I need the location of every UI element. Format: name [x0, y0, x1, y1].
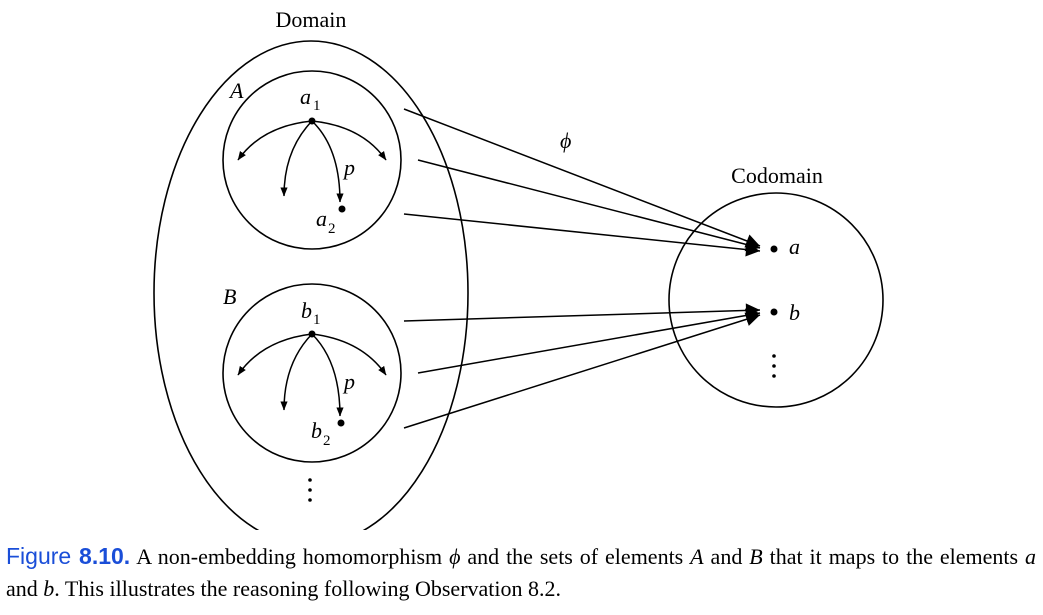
figure-caption: Figure 8.10. A non-embedding homomorphism…	[6, 540, 1036, 605]
codomain-label: Codomain	[731, 163, 823, 188]
element-a2-label: a 2	[316, 206, 336, 237]
svg-text:a: a	[300, 84, 311, 109]
edge-b1-down	[280, 333, 313, 411]
set-a-label: A	[228, 78, 244, 103]
caption-text-6: . This illustrates the reasoning followi…	[54, 576, 562, 601]
set-b-label: B	[223, 284, 236, 309]
svg-text:a: a	[316, 206, 327, 231]
svg-text:1: 1	[313, 312, 321, 328]
svg-text:1: 1	[313, 98, 321, 114]
caption-text-4: that it maps to the elements	[762, 544, 1026, 569]
edge-a1-p	[311, 120, 344, 203]
element-a-label: a	[789, 234, 800, 259]
caption-text-2: and the sets of elements	[460, 544, 691, 569]
edge-a1-down	[280, 120, 313, 197]
element-b-dot	[770, 308, 778, 316]
p-label-top: p	[342, 155, 355, 180]
caption-text-3: and	[703, 544, 750, 569]
caption-figure-number: 8.10.	[79, 543, 131, 569]
homomorphism-diagram: Domain A a 1 p a 2 B b 1 p b 2 Codomain …	[153, 7, 884, 530]
map-arrow-b-1	[403, 303, 761, 322]
svg-text:2: 2	[323, 433, 331, 449]
svg-text:b: b	[301, 298, 312, 323]
element-a2-dot	[338, 205, 346, 213]
element-b-label: b	[789, 300, 800, 325]
caption-figure-label: Figure 8.10.	[6, 543, 130, 569]
map-arrow-a-3	[403, 213, 761, 257]
map-arrow-b-2	[417, 308, 761, 374]
element-b2-label: b 2	[311, 418, 331, 449]
caption-elem-a: a	[1025, 544, 1037, 569]
edge-b1-right	[311, 333, 387, 376]
domain-vdots	[308, 478, 312, 502]
caption-text-1: A non-embedding homomorphism	[136, 544, 450, 569]
element-a-dot	[770, 245, 778, 253]
phi-label: ϕ	[560, 128, 571, 153]
element-a1-label: a 1	[300, 84, 321, 114]
svg-text:2: 2	[328, 221, 336, 237]
domain-ellipse	[153, 40, 469, 530]
svg-text:b: b	[311, 418, 322, 443]
map-arrow-a-2	[417, 159, 761, 252]
codomain-vdots	[772, 354, 776, 378]
caption-figure-word: Figure	[6, 543, 72, 569]
caption-text-5: and	[6, 576, 44, 601]
caption-set-b: B	[749, 544, 763, 569]
edge-a1-left	[237, 120, 313, 161]
map-arrow-a-1	[403, 108, 761, 248]
edge-b1-p	[311, 333, 344, 417]
caption-phi: ϕ	[449, 544, 461, 569]
element-b2-dot	[337, 419, 345, 427]
caption-elem-b: b	[43, 576, 55, 601]
edge-a1-right	[311, 120, 387, 161]
element-b1-label: b 1	[301, 298, 321, 328]
edge-b1-left	[237, 333, 313, 376]
set-a-circle	[222, 70, 402, 250]
p-label-bottom: p	[342, 369, 355, 394]
caption-set-a: A	[690, 544, 704, 569]
codomain-circle	[668, 192, 884, 408]
domain-label: Domain	[276, 7, 347, 32]
map-arrow-b-3	[403, 312, 761, 429]
set-b-circle	[222, 283, 402, 463]
